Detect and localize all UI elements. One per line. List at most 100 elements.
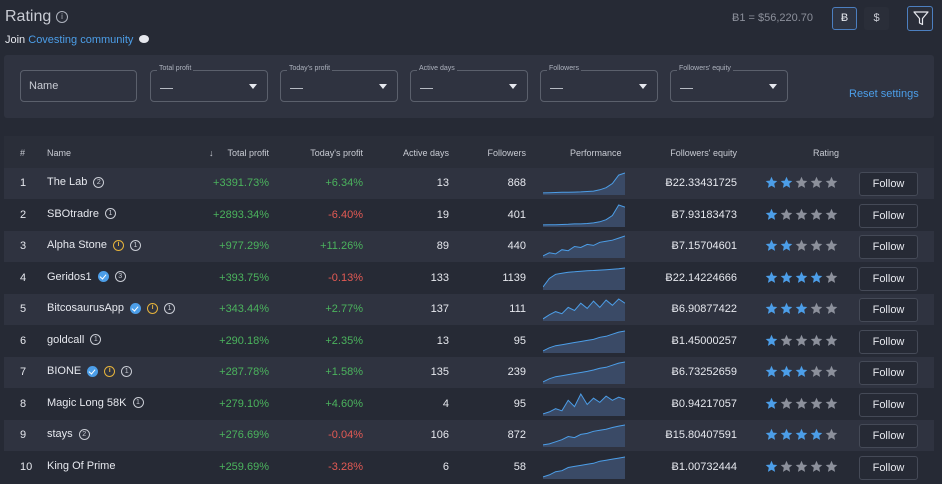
follow-button[interactable]: Follow [859, 266, 918, 291]
sparkline-area [543, 393, 625, 416]
table-row[interactable]: 10 King Of Prime +259.69% -3.28% 6 58 Ƀ1.00732… [4, 451, 934, 483]
table-row[interactable]: 3 Alpha Stone i 1 +977.29% +11.26% 89 440 Ƀ7.157… [4, 231, 934, 262]
filter-label: Followers [547, 65, 581, 72]
performance-sparkline [543, 235, 625, 258]
table-header: # Name ↓ Total profit Today's profit Act… [4, 136, 934, 168]
table-row[interactable]: 2 SBOtradre 1 +2893.34% -6.40% 19 401 Ƀ7.931834… [4, 199, 934, 231]
col-active-days[interactable]: Active days [402, 148, 449, 158]
table-row[interactable]: 8 Magic Long 58K 1 +279.10% +4.60% 4 95 Ƀ0.9421… [4, 388, 934, 420]
trader-name-cell[interactable]: stays 2 [47, 428, 90, 440]
active-days-filter[interactable]: Active days — [410, 65, 528, 102]
follow-button[interactable]: Follow [859, 455, 918, 480]
table-row[interactable]: 4 Geridos1 3 +393.75% -0.13% 133 1139 Ƀ22.14224… [4, 262, 934, 294]
trader-name-cell[interactable]: BitcosaurusApp i 1 [47, 302, 176, 314]
col-rating[interactable]: Rating [813, 148, 840, 158]
community-link[interactable]: Covesting community [28, 34, 134, 46]
followers-equity-filter[interactable]: Followers' equity — [670, 65, 788, 102]
trader-name-cell[interactable]: BIONE i 1 [47, 365, 133, 377]
trader-name[interactable]: goldcall [47, 333, 85, 346]
trader-name[interactable]: SBOtradre [47, 207, 99, 220]
todays-profit-filter[interactable]: Today's profit — [280, 65, 398, 102]
trader-name[interactable]: Alpha Stone [47, 239, 107, 251]
star-icon [765, 397, 778, 409]
equity-cell: Ƀ1.00732444 [671, 460, 737, 473]
table-row[interactable]: 5 BitcosaurusApp i 1 +343.44% +2.77% 137 111 Ƀ6.… [4, 294, 934, 325]
follow-button[interactable]: Follow [859, 392, 918, 417]
sparkline-area [543, 425, 625, 447]
star-icon [825, 460, 838, 472]
total-profit-filter[interactable]: Total profit — [150, 65, 268, 102]
active-days-cell: 13 [436, 334, 449, 347]
total-profit-cell: +343.44% [219, 303, 269, 315]
name-search-input[interactable] [21, 71, 136, 101]
col-followers[interactable]: Followers [487, 148, 526, 158]
todays-profit-cell: -3.28% [328, 460, 363, 473]
currency-btc-button[interactable]: Ƀ [832, 7, 857, 30]
follow-button[interactable]: Follow [859, 329, 918, 354]
performance-sparkline [543, 298, 625, 321]
trader-name[interactable]: stays [47, 428, 73, 440]
chevron-down-icon [509, 84, 517, 89]
trader-name[interactable]: The Lab [47, 176, 88, 188]
table-row[interactable]: 6 goldcall 1 +290.18% +2.35% 13 95 Ƀ1.45000257 F… [4, 325, 934, 357]
trader-name-cell[interactable]: King Of Prime [47, 460, 115, 472]
verified-icon [87, 365, 99, 377]
star-icon [825, 271, 838, 283]
followers-cell: 401 [507, 208, 526, 221]
sparkline-line [543, 172, 625, 194]
follow-button[interactable]: Follow [859, 361, 918, 385]
equity-cell: Ƀ22.14224666 [665, 271, 737, 284]
follow-button[interactable]: Follow [859, 203, 918, 228]
trader-name[interactable]: BIONE [47, 365, 82, 377]
info-icon[interactable]: i [56, 11, 68, 23]
performance-sparkline [543, 392, 625, 416]
exchange-rate: Ƀ1 = $56,220.70 [732, 12, 814, 24]
star-icon [765, 239, 778, 251]
trader-name[interactable]: Magic Long 58K [47, 396, 127, 409]
col-name[interactable]: Name [47, 148, 72, 158]
trader-name[interactable]: BitcosaurusApp [47, 302, 125, 314]
trader-name-cell[interactable]: The Lab 2 [47, 176, 105, 188]
star-icon [825, 334, 838, 346]
table-row[interactable]: 7 BIONE i 1 +287.78% +1.58% 135 239 Ƀ6.73252659 F… [4, 357, 934, 388]
sort-desc-icon[interactable]: ↓ [209, 148, 214, 158]
filter-toggle-button[interactable] [907, 6, 933, 31]
trader-name[interactable]: King Of Prime [47, 459, 116, 472]
rank-cell: 8 [20, 397, 27, 410]
star-icon [780, 271, 793, 283]
currency-usd-button[interactable]: $ [864, 7, 889, 30]
table-row[interactable]: 9 stays 2 +276.69% -0.04% 106 872 Ƀ15.80407591 F… [4, 420, 934, 451]
trader-name-cell[interactable]: SBOtradre 1 [47, 208, 116, 220]
performance-sparkline [543, 361, 625, 384]
todays-profit-cell: +6.34% [325, 177, 363, 189]
rating-stars [765, 334, 838, 347]
filter-value: — [550, 80, 563, 95]
follow-button[interactable]: Follow [859, 172, 918, 196]
col-todays-profit[interactable]: Today's profit [310, 148, 363, 158]
trader-name-cell[interactable]: Magic Long 58K 1 [47, 397, 144, 409]
performance-sparkline [543, 330, 625, 353]
trader-name[interactable]: Geridos1 [47, 270, 92, 283]
followers-filter[interactable]: Followers — [540, 65, 658, 102]
trader-name-cell[interactable]: Alpha Stone i 1 [47, 239, 141, 251]
sparkline-line [543, 298, 625, 320]
filter-label: Today's profit [287, 65, 333, 72]
performance-sparkline [543, 203, 625, 227]
follow-button[interactable]: Follow [859, 298, 918, 322]
performance-sparkline [543, 172, 625, 195]
reset-settings-link[interactable]: Reset settings [849, 88, 919, 100]
follow-button[interactable]: Follow [859, 235, 918, 259]
follow-button[interactable]: Follow [859, 424, 918, 448]
todays-profit-cell: +1.58% [325, 366, 363, 378]
sparkline-line [543, 424, 625, 446]
followers-cell: 111 [509, 303, 526, 315]
name-filter[interactable] [20, 70, 137, 102]
col-total-profit[interactable]: Total profit [227, 148, 269, 158]
total-profit-cell: +287.78% [219, 366, 269, 378]
col-equity[interactable]: Followers' equity [670, 148, 737, 158]
equity-cell: Ƀ0.94217057 [671, 397, 737, 410]
star-icon [780, 302, 793, 314]
trader-name-cell[interactable]: goldcall 1 [47, 333, 102, 346]
table-row[interactable]: 1 The Lab 2 +3391.73% +6.34% 13 868 Ƀ22.3343172… [4, 168, 934, 199]
trader-name-cell[interactable]: Geridos1 3 [47, 271, 126, 283]
